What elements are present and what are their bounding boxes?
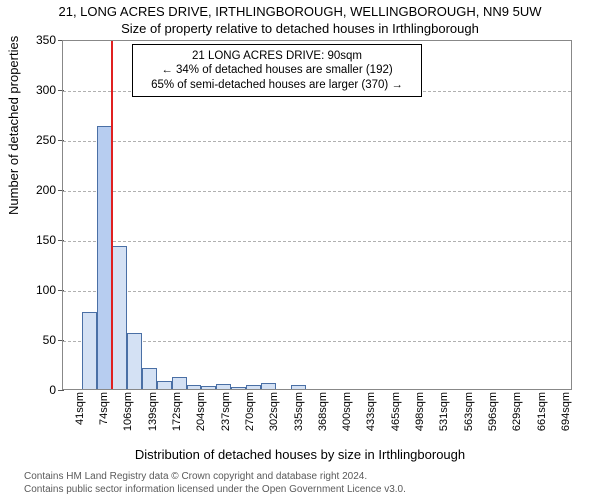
histogram-bar (82, 312, 97, 389)
histogram-bar (112, 246, 127, 389)
histogram-bar (261, 383, 276, 389)
x-tick-label: 433sqm (366, 392, 378, 431)
y-tick-label: 250 (22, 133, 56, 147)
histogram-bar (231, 387, 246, 389)
y-tick-label: 150 (22, 233, 56, 247)
histogram-bar (127, 333, 142, 389)
footer-line1: Contains HM Land Registry data © Crown c… (24, 471, 406, 484)
annotation-box: 21 LONG ACRES DRIVE: 90sqm ← 34% of deta… (132, 44, 422, 97)
histogram-bar (291, 385, 306, 389)
chart-title-line2: Size of property relative to detached ho… (0, 21, 600, 36)
histogram-bar (172, 377, 187, 389)
x-tick-label: 302sqm (268, 392, 280, 431)
y-tick-mark (58, 390, 64, 391)
annotation-line2: ← 34% of detached houses are smaller (19… (139, 63, 415, 77)
y-tick-label: 350 (22, 33, 56, 47)
histogram-bar (201, 386, 216, 389)
x-tick-label: 629sqm (511, 392, 523, 431)
x-tick-label: 531sqm (439, 392, 451, 431)
y-tick-label: 300 (22, 83, 56, 97)
histogram-bar (187, 385, 202, 389)
x-tick-label: 204sqm (195, 392, 207, 431)
x-tick-label: 335sqm (293, 392, 305, 431)
histogram-bar (142, 368, 157, 389)
y-axis-label: Number of detached properties (6, 36, 21, 215)
plot-area: 21 LONG ACRES DRIVE: 90sqm ← 34% of deta… (62, 40, 572, 390)
x-tick-label: 465sqm (390, 392, 402, 431)
gridline (63, 241, 571, 242)
x-tick-label: 400sqm (341, 392, 353, 431)
x-tick-label: 139sqm (147, 392, 159, 431)
chart-title-line1: 21, LONG ACRES DRIVE, IRTHLINGBOROUGH, W… (0, 4, 600, 19)
histogram-bar (157, 381, 172, 389)
y-tick-label: 50 (22, 333, 56, 347)
x-tick-label: 368sqm (317, 392, 329, 431)
gridline (63, 141, 571, 142)
x-tick-label: 106sqm (123, 392, 135, 431)
footer-attribution: Contains HM Land Registry data © Crown c… (24, 471, 406, 496)
x-tick-label: 694sqm (560, 392, 572, 431)
y-axis-ticks: 050100150200250300350 (20, 40, 60, 390)
x-tick-label: 270sqm (244, 392, 256, 431)
x-axis-label: Distribution of detached houses by size … (0, 447, 600, 462)
x-tick-label: 172sqm (171, 392, 183, 431)
histogram-bar (216, 384, 231, 389)
gridline (63, 191, 571, 192)
y-tick-label: 200 (22, 183, 56, 197)
x-axis-ticks: 41sqm 74sqm 106sqm 139sqm 172sqm 204sqm 237sqm… (62, 392, 572, 442)
x-tick-label: 498sqm (414, 392, 426, 431)
x-tick-label: 74sqm (98, 392, 110, 425)
x-tick-label: 596sqm (487, 392, 499, 431)
x-tick-label: 41sqm (74, 392, 86, 425)
histogram-bar (246, 385, 261, 389)
y-tick-label: 0 (22, 383, 56, 397)
y-tick-label: 100 (22, 283, 56, 297)
x-tick-label: 661sqm (536, 392, 548, 431)
annotation-line3: 65% of semi-detached houses are larger (… (139, 78, 415, 92)
footer-line2: Contains public sector information licen… (24, 484, 406, 497)
annotation-line1: 21 LONG ACRES DRIVE: 90sqm (139, 49, 415, 63)
histogram-bar (97, 126, 112, 389)
x-tick-label: 237sqm (220, 392, 232, 431)
gridline (63, 291, 571, 292)
x-tick-label: 563sqm (463, 392, 475, 431)
reference-line (111, 41, 113, 389)
